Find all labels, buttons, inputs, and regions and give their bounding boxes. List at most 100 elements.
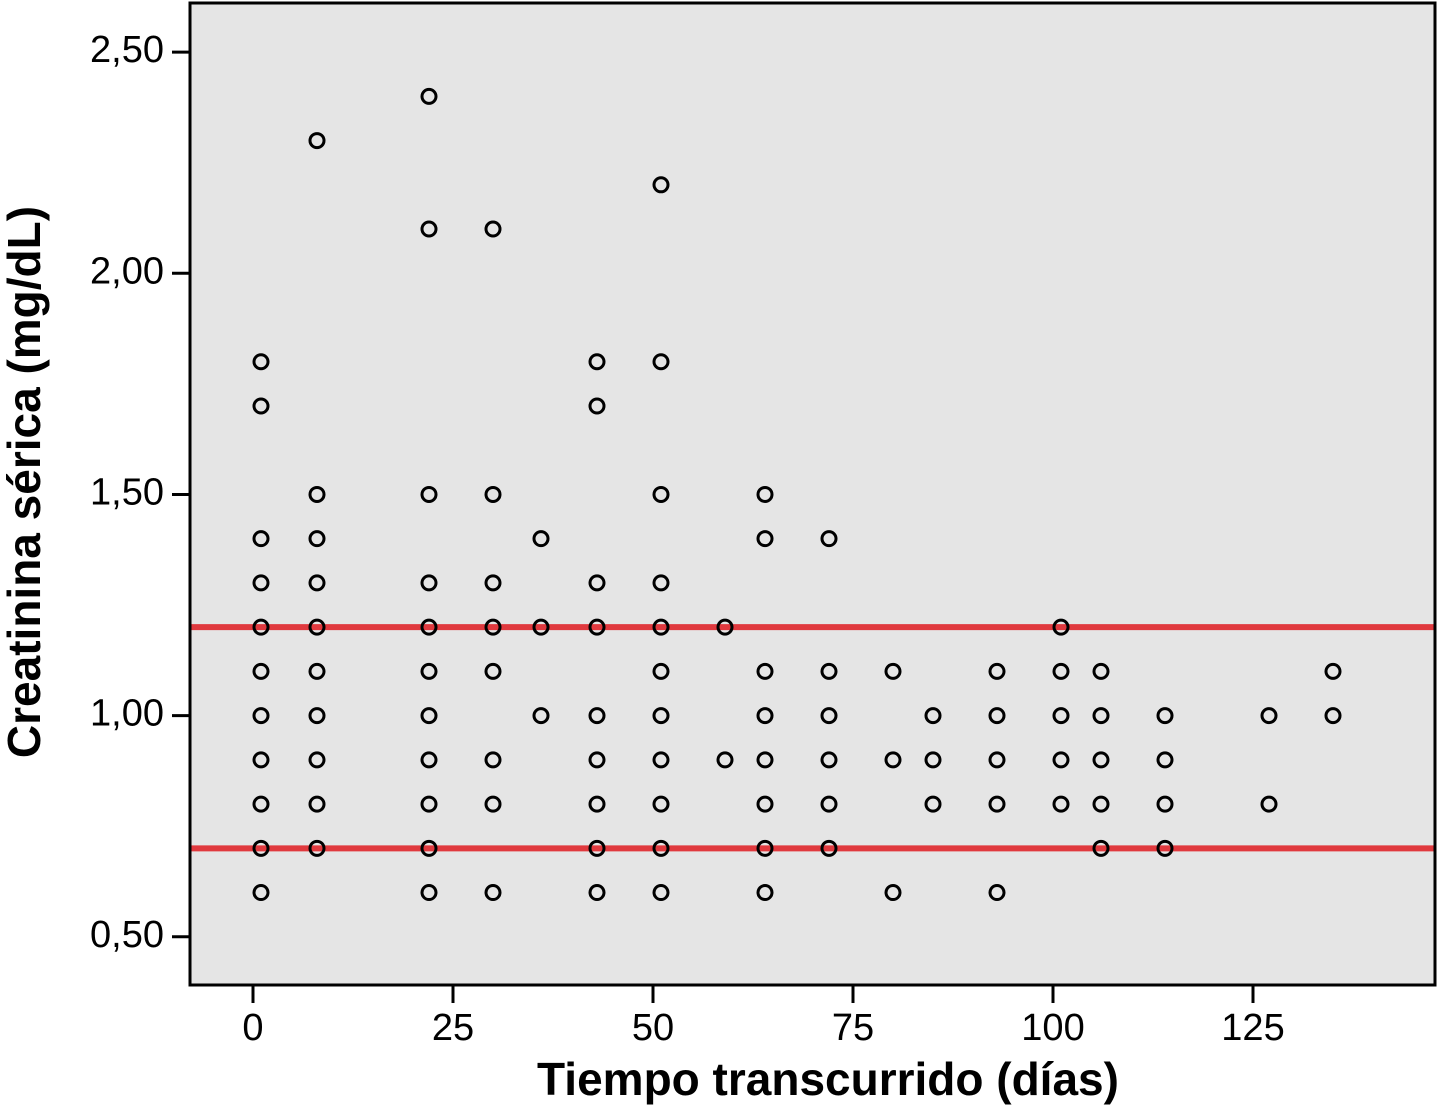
point (420, 618, 438, 636)
point (308, 795, 326, 813)
point (308, 132, 326, 150)
x-axis-title: Tiempo transcurrido (días) (537, 1053, 1119, 1105)
y-tick-label: 1,00 (90, 693, 164, 735)
point (484, 795, 502, 813)
point (420, 574, 438, 592)
point (924, 707, 942, 725)
point (820, 707, 838, 725)
point (756, 485, 774, 503)
point (924, 751, 942, 769)
point (652, 353, 670, 371)
point (420, 839, 438, 857)
point (484, 220, 502, 238)
point (1052, 662, 1070, 680)
point (652, 662, 670, 680)
point (988, 751, 1006, 769)
point (820, 839, 838, 857)
point (1260, 707, 1278, 725)
point (420, 662, 438, 680)
point (308, 839, 326, 857)
point (884, 884, 902, 902)
point (1092, 839, 1110, 857)
point (588, 795, 606, 813)
point (1052, 618, 1070, 636)
point (420, 751, 438, 769)
x-tick-label: 50 (632, 1007, 674, 1049)
point (252, 751, 270, 769)
point (988, 884, 1006, 902)
point (484, 751, 502, 769)
point (588, 884, 606, 902)
point (884, 662, 902, 680)
point (1260, 795, 1278, 813)
point (252, 397, 270, 415)
point (532, 707, 550, 725)
point (1156, 839, 1174, 857)
y-axis-title: Creatinina sérica (mg/dL) (0, 206, 50, 758)
point (988, 707, 1006, 725)
point (1156, 795, 1174, 813)
point (420, 485, 438, 503)
point (1052, 795, 1070, 813)
point (884, 751, 902, 769)
point (484, 574, 502, 592)
point (988, 662, 1006, 680)
y-tick-label: 1,50 (90, 471, 164, 513)
point (252, 662, 270, 680)
point (1324, 662, 1342, 680)
point (308, 485, 326, 503)
plot-area (190, 3, 1435, 985)
point (252, 884, 270, 902)
point (756, 839, 774, 857)
point (652, 485, 670, 503)
point (924, 795, 942, 813)
point (756, 795, 774, 813)
point (1092, 751, 1110, 769)
point (716, 751, 734, 769)
point (716, 618, 734, 636)
point (652, 707, 670, 725)
x-tick-label: 75 (832, 1007, 874, 1049)
point (308, 662, 326, 680)
point (532, 530, 550, 548)
point (484, 884, 502, 902)
point (652, 839, 670, 857)
point (1156, 707, 1174, 725)
y-tick-label: 0,50 (90, 914, 164, 956)
point (308, 618, 326, 636)
point (756, 884, 774, 902)
point (420, 884, 438, 902)
point (588, 839, 606, 857)
point (588, 707, 606, 725)
point (484, 485, 502, 503)
point (308, 751, 326, 769)
y-tick-label: 2,00 (90, 250, 164, 292)
point (652, 884, 670, 902)
point (820, 795, 838, 813)
point (252, 795, 270, 813)
x-tick-label: 100 (1021, 1007, 1084, 1049)
point (252, 530, 270, 548)
point (588, 618, 606, 636)
point (532, 618, 550, 636)
point (652, 751, 670, 769)
point (1052, 707, 1070, 725)
point (756, 530, 774, 548)
point (1052, 751, 1070, 769)
point (820, 751, 838, 769)
point (756, 707, 774, 725)
point (652, 618, 670, 636)
point (588, 574, 606, 592)
point (308, 530, 326, 548)
point (252, 353, 270, 371)
point (252, 707, 270, 725)
point (420, 707, 438, 725)
point (588, 353, 606, 371)
plot-border (188, 1, 1437, 987)
x-tick-label: 25 (432, 1007, 474, 1049)
point (756, 751, 774, 769)
point (652, 574, 670, 592)
point (588, 751, 606, 769)
point (1156, 751, 1174, 769)
